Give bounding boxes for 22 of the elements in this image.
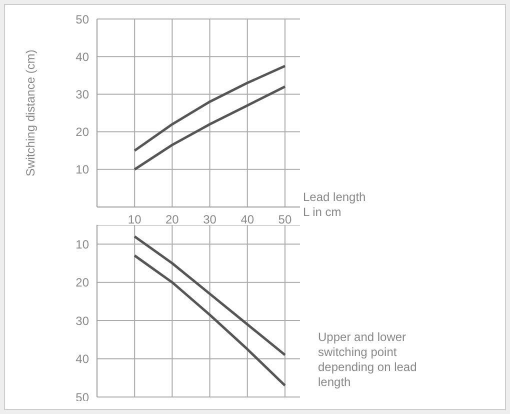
x-tick-label: 50: [278, 212, 292, 227]
line-series: [133, 235, 286, 356]
y-tick-label: 50: [76, 390, 90, 404]
y-tick-label: 20: [76, 125, 90, 140]
line-series: [133, 64, 286, 152]
line-series: [133, 254, 286, 387]
y-tick-label: 10: [76, 237, 90, 252]
x-tick-label: 30: [203, 212, 217, 227]
y-tick-label: 50: [76, 12, 90, 26]
x-tick-label: 20: [166, 212, 180, 227]
y-axis-title: Switching distance (cm): [23, 50, 38, 176]
x-tick-label: 40: [240, 212, 254, 227]
y-tick-label: 30: [76, 87, 90, 102]
x-tick-label: 10: [128, 212, 142, 227]
y-tick-label: 40: [76, 50, 90, 64]
y-tick-label: 40: [76, 352, 90, 366]
x-axis-title: Lead length L in cm: [303, 190, 366, 219]
y-tick-label: 30: [76, 314, 90, 328]
y-tick-label: 20: [76, 276, 90, 290]
line-series: [133, 85, 286, 171]
y-tick-label: 10: [76, 162, 90, 177]
text: Upper and lower switching point depending on lead length: [318, 330, 417, 389]
